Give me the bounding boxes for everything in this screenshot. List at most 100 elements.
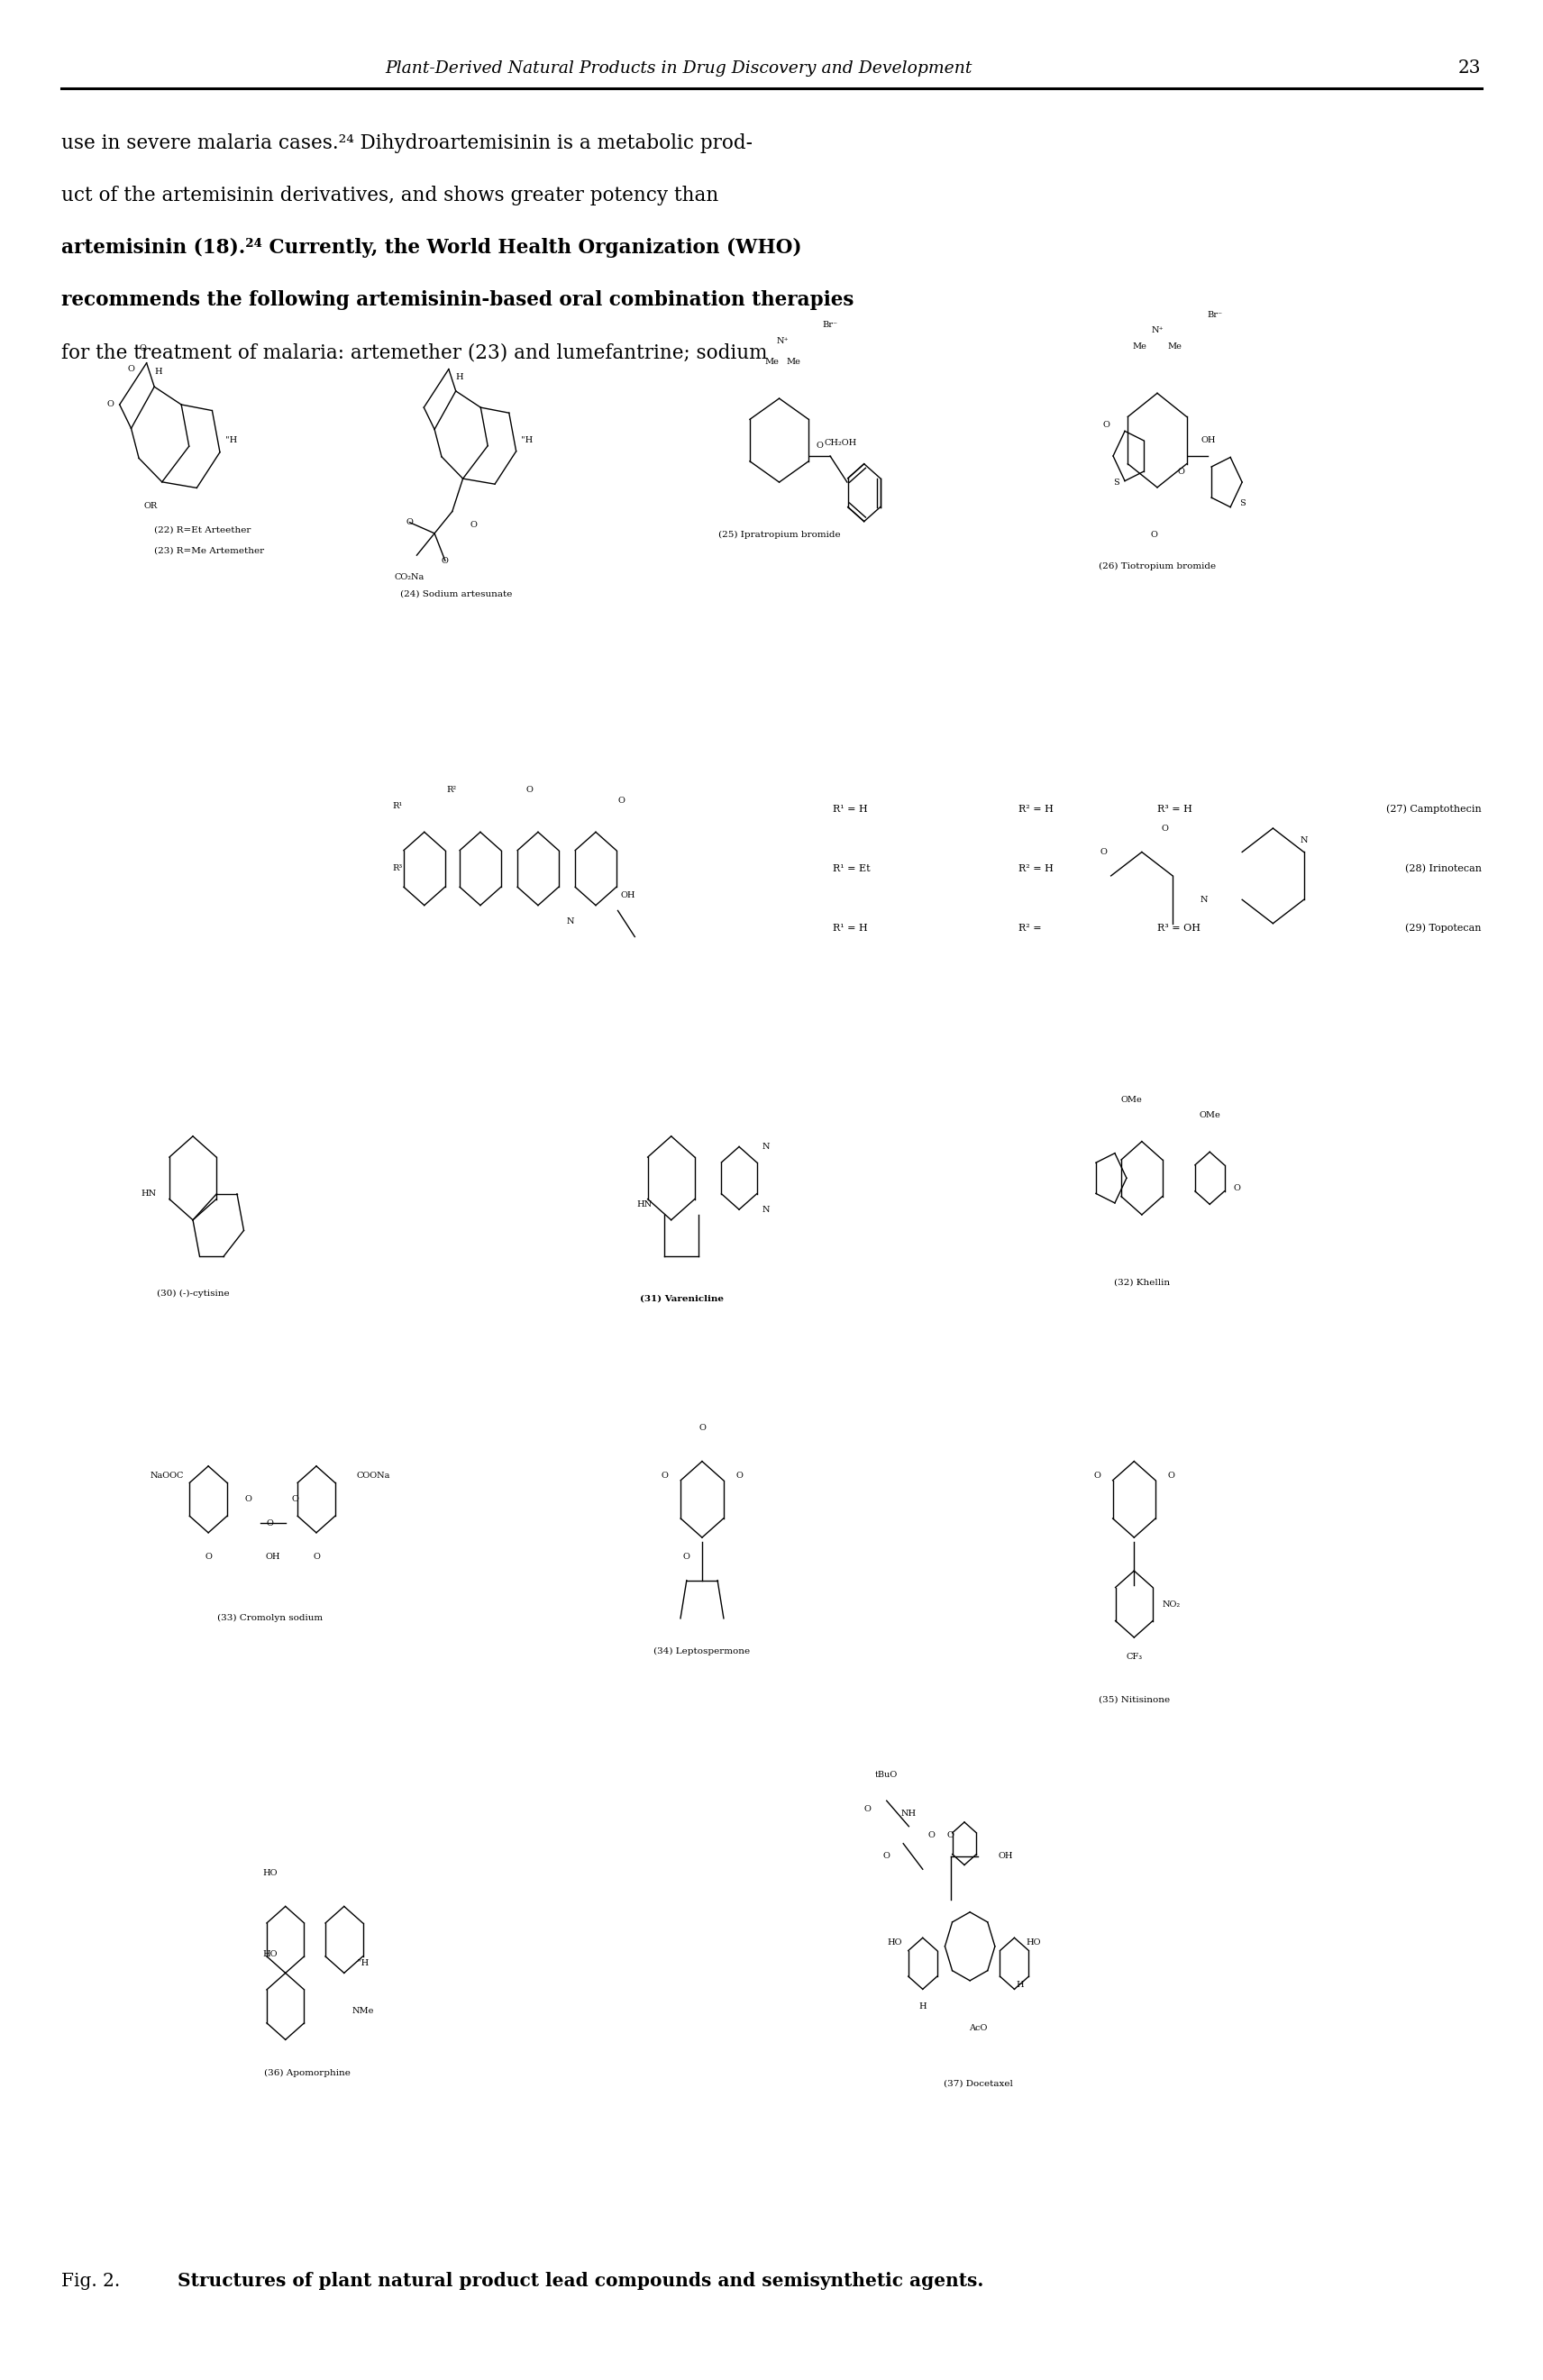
Text: O: O	[139, 345, 147, 352]
Text: Fig. 2.: Fig. 2.	[62, 2273, 120, 2290]
Text: O: O	[406, 519, 414, 526]
Text: OH: OH	[620, 890, 636, 900]
Text: Br⁻: Br⁻	[1207, 309, 1222, 319]
Text: R³: R³	[392, 864, 403, 873]
Text: R¹ = H: R¹ = H	[833, 923, 869, 933]
Text: O: O	[128, 364, 134, 374]
Text: O: O	[947, 1830, 954, 1840]
Text: COONa: COONa	[356, 1471, 390, 1480]
Text: O: O	[106, 400, 114, 409]
Text: O: O	[816, 440, 824, 450]
Text: S: S	[1114, 478, 1120, 486]
Text: R¹: R¹	[392, 802, 403, 809]
Text: Me: Me	[1133, 343, 1146, 350]
Text: CO₂Na: CO₂Na	[395, 574, 424, 581]
Text: (30) (-)-cytisine: (30) (-)-cytisine	[156, 1290, 230, 1297]
Text: O: O	[471, 521, 477, 528]
Text: uct of the artemisinin derivatives, and shows greater potency than: uct of the artemisinin derivatives, and …	[62, 186, 719, 205]
Text: NO₂: NO₂	[1162, 1599, 1180, 1609]
Text: O: O	[526, 785, 532, 795]
Text: HN: HN	[636, 1200, 651, 1209]
Text: AcO: AcO	[969, 2023, 988, 2033]
Text: N: N	[762, 1142, 770, 1152]
Text: O: O	[684, 1552, 690, 1561]
Text: R¹ = H: R¹ = H	[833, 804, 869, 814]
Text: NaOOC: NaOOC	[150, 1471, 184, 1480]
Text: O: O	[1103, 421, 1109, 428]
Text: HO: HO	[262, 1868, 278, 1878]
Text: HO: HO	[887, 1937, 903, 1947]
Text: O: O	[927, 1830, 935, 1840]
Text: O: O	[1094, 1471, 1100, 1480]
Text: (31) Varenicline: (31) Varenicline	[639, 1295, 724, 1302]
Text: HO: HO	[262, 1949, 278, 1959]
Text: O: O	[864, 1804, 870, 1814]
Text: Me: Me	[785, 357, 801, 367]
Text: O: O	[1162, 823, 1168, 833]
Text: use in severe malaria cases.²⁴ Dihydroartemisinin is a metabolic prod-: use in severe malaria cases.²⁴ Dihydroar…	[62, 133, 753, 152]
Text: (22) R=Et Arteether: (22) R=Et Arteether	[154, 526, 252, 533]
Text: OMe: OMe	[1120, 1095, 1142, 1104]
Text: N⁺: N⁺	[776, 336, 788, 345]
Text: CF₃: CF₃	[1126, 1652, 1142, 1661]
Text: OMe: OMe	[1199, 1111, 1221, 1119]
Text: Me: Me	[765, 357, 779, 367]
Text: N: N	[1301, 835, 1307, 845]
Text: (34) Leptospermone: (34) Leptospermone	[654, 1647, 750, 1656]
Text: Structures of plant natural product lead compounds and semisynthetic agents.: Structures of plant natural product lead…	[177, 2271, 983, 2290]
Text: O: O	[1177, 466, 1185, 476]
Text: (25) Ipratropium bromide: (25) Ipratropium bromide	[717, 531, 841, 538]
Text: R³ = H: R³ = H	[1157, 804, 1193, 814]
Text: "H: "H	[356, 1959, 369, 1968]
Text: O: O	[205, 1552, 211, 1561]
Text: Br⁻: Br⁻	[822, 321, 838, 328]
Text: H: H	[918, 2002, 927, 2011]
Text: R²: R²	[446, 785, 457, 795]
Text: (36) Apomorphine: (36) Apomorphine	[264, 2068, 350, 2078]
Text: (29) Topotecan: (29) Topotecan	[1406, 923, 1481, 933]
Text: artemisinin (18).²⁴ Currently, the World Health Organization (WHO): artemisinin (18).²⁴ Currently, the World…	[62, 238, 802, 257]
Text: N⁺: N⁺	[1151, 326, 1163, 336]
Text: O: O	[1100, 847, 1106, 857]
Text: (32) Khellin: (32) Khellin	[1114, 1278, 1170, 1288]
Text: (35) Nitisinone: (35) Nitisinone	[1099, 1695, 1170, 1704]
Text: (26) Tiotropium bromide: (26) Tiotropium bromide	[1099, 562, 1216, 571]
Text: (33) Cromolyn sodium: (33) Cromolyn sodium	[218, 1614, 322, 1623]
Text: N: N	[566, 916, 574, 926]
Text: O: O	[662, 1471, 668, 1480]
Text: O: O	[699, 1423, 705, 1433]
Text: CH₂OH: CH₂OH	[824, 438, 856, 447]
Text: H: H	[1015, 1980, 1025, 1990]
Text: O: O	[617, 797, 625, 804]
Text: R¹ = Et: R¹ = Et	[833, 864, 870, 873]
Text: (23) R=Me Artemether: (23) R=Me Artemether	[154, 547, 264, 555]
Text: R² = H: R² = H	[1018, 804, 1054, 814]
Text: O: O	[313, 1552, 319, 1561]
Text: (27) Camptothecin: (27) Camptothecin	[1386, 804, 1481, 814]
Text: NMe: NMe	[352, 2006, 373, 2016]
Text: (37) Docetaxel: (37) Docetaxel	[944, 2080, 1012, 2087]
Text: O: O	[441, 557, 449, 564]
Text: for the treatment of malaria: artemether (23) and lumefantrine; sodium: for the treatment of malaria: artemether…	[62, 343, 768, 362]
Text: HO: HO	[1026, 1937, 1042, 1947]
Text: recommends the following artemisinin-based oral combination therapies: recommends the following artemisinin-bas…	[62, 290, 855, 309]
Text: NH: NH	[901, 1809, 917, 1818]
Text: "H: "H	[522, 436, 532, 445]
Text: O: O	[267, 1518, 273, 1528]
Text: 23: 23	[1458, 60, 1481, 76]
Text: R³ = OH: R³ = OH	[1157, 923, 1200, 933]
Text: S: S	[1239, 500, 1245, 507]
Text: O: O	[1151, 531, 1157, 538]
Text: O: O	[1168, 1471, 1174, 1480]
Text: (24) Sodium artesunate: (24) Sodium artesunate	[400, 590, 512, 597]
Text: O: O	[736, 1471, 742, 1480]
Text: tBuO: tBuO	[875, 1771, 898, 1780]
Text: Me: Me	[1168, 343, 1182, 350]
Text: H: H	[455, 374, 463, 381]
Text: R² =: R² =	[1018, 923, 1045, 933]
Text: OH: OH	[998, 1852, 1014, 1861]
Text: N: N	[762, 1204, 770, 1214]
Text: N: N	[1200, 895, 1207, 904]
Text: O: O	[1233, 1185, 1241, 1192]
Text: H: H	[154, 369, 162, 376]
